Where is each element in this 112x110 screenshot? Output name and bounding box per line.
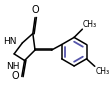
Text: O: O xyxy=(31,5,39,15)
Text: NH: NH xyxy=(6,62,20,71)
Text: HN: HN xyxy=(3,37,16,46)
Text: CH₃: CH₃ xyxy=(95,67,109,76)
Text: O: O xyxy=(12,72,19,81)
Text: CH₃: CH₃ xyxy=(82,20,96,29)
